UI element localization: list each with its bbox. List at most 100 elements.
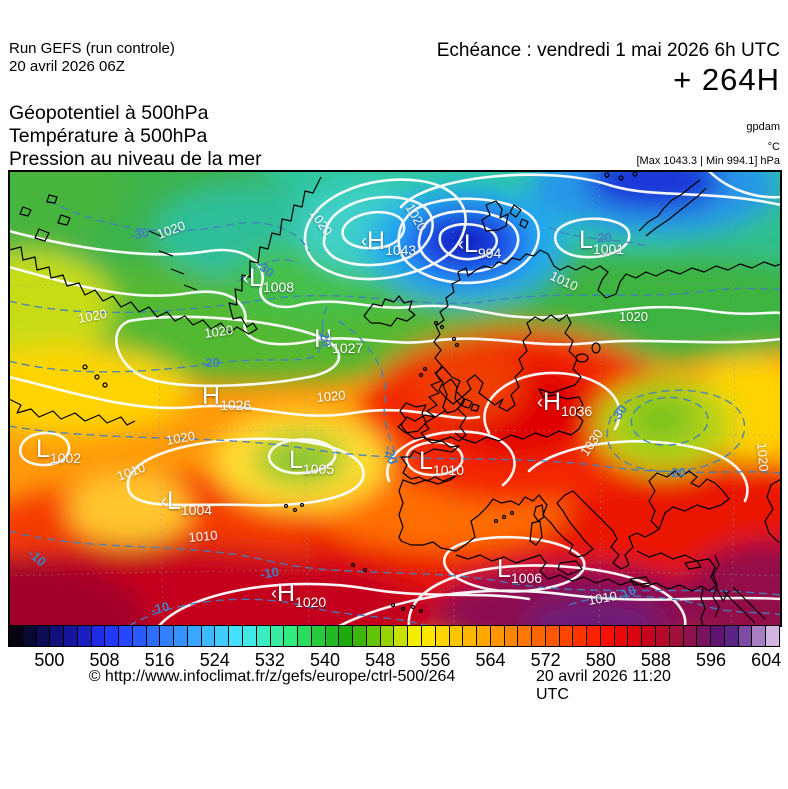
legend-cell bbox=[655, 626, 670, 646]
legend-cell bbox=[738, 626, 753, 646]
copyright-url: © http://www.infoclimat.fr/z/gefs/europe… bbox=[88, 668, 456, 685]
legend-cell bbox=[463, 626, 478, 646]
temperature-contours bbox=[9, 200, 781, 626]
legend-cell bbox=[325, 626, 340, 646]
legend-cell bbox=[532, 626, 546, 646]
legend-cell bbox=[50, 626, 65, 646]
legend-cell bbox=[408, 626, 422, 646]
legend-cell bbox=[600, 626, 615, 646]
legend-cell bbox=[477, 626, 491, 646]
unit-geopotential: gpdam bbox=[746, 121, 780, 133]
legend-cell bbox=[187, 626, 202, 646]
legend-tick-572: 572 bbox=[530, 650, 561, 670]
legend-cell bbox=[36, 626, 51, 646]
generation-timestamp: 20 avril 2026 11:20 UTC bbox=[536, 668, 671, 703]
legend-cell bbox=[394, 626, 409, 646]
temperature-label--20: -20 bbox=[381, 444, 400, 466]
contour-label-1020: 1020 bbox=[165, 428, 196, 448]
pressure-center-H1036: ‹H1036 bbox=[537, 388, 592, 419]
legend-cell bbox=[724, 626, 739, 646]
pressure-minmax: [Max 1043.3 | Min 994.1] hPa bbox=[636, 155, 781, 167]
geopotential-color-scale bbox=[8, 625, 780, 647]
pressure-center-H1026: H1026 bbox=[202, 382, 251, 413]
legend-tick-516: 516 bbox=[144, 650, 175, 670]
legend-cell bbox=[614, 626, 629, 646]
temperature-label--10: -10 bbox=[149, 599, 171, 618]
legend-cell bbox=[77, 626, 92, 646]
weather-map-canvas: ‹H1043 ‹L994 L1001 ‹L1008 H1027 H1026 L1002 L10… bbox=[9, 171, 781, 626]
legend-tick-564: 564 bbox=[475, 650, 506, 670]
slp-contours bbox=[9, 171, 781, 626]
pressure-center-L1004: ‹L1004 bbox=[161, 487, 212, 518]
pressure-center-L1001: L1001 bbox=[579, 226, 624, 257]
legend-cell bbox=[243, 626, 257, 646]
legend-cell bbox=[683, 626, 698, 646]
pressure-center-L1005: L1005 bbox=[289, 446, 334, 477]
legend-tick-580: 580 bbox=[585, 650, 616, 670]
legend-cell bbox=[545, 626, 560, 646]
pressure-center-H1020: ‹H1020 bbox=[271, 579, 326, 610]
legend-cell bbox=[490, 626, 505, 646]
legend-cell bbox=[119, 626, 133, 646]
pressure-center-L1006: L1006 bbox=[497, 555, 542, 586]
contour-label-1020: 1020 bbox=[619, 309, 648, 324]
legend-tick-524: 524 bbox=[199, 650, 230, 670]
weather-map: ‹H1043 ‹L994 L1001 ‹L1008 H1027 H1026 L1002 L10… bbox=[8, 170, 782, 627]
run-info-line2: 20 avril 2026 06Z bbox=[9, 58, 125, 75]
legend-cell bbox=[711, 626, 725, 646]
legend-cell bbox=[105, 626, 120, 646]
pressure-center-L1002: L1002 bbox=[36, 435, 81, 466]
legend-cell bbox=[380, 626, 395, 646]
unit-temperature: °C bbox=[767, 141, 780, 153]
legend-cell bbox=[366, 626, 381, 646]
forecast-validity: Echéance : vendredi 1 mai 2026 6h UTC bbox=[436, 40, 780, 61]
legend-tick-604: 604 bbox=[751, 650, 782, 670]
legend-cell bbox=[587, 626, 601, 646]
param-pressure: Pression au niveau de la mer bbox=[9, 148, 262, 170]
legend-cell bbox=[298, 626, 312, 646]
legend-cell bbox=[174, 626, 188, 646]
legend-cell bbox=[64, 626, 78, 646]
legend-tick-588: 588 bbox=[640, 650, 671, 670]
legend-cell bbox=[229, 626, 244, 646]
legend-tick-540: 540 bbox=[310, 650, 341, 670]
legend-tick-532: 532 bbox=[254, 650, 285, 670]
legend-cell bbox=[339, 626, 354, 646]
pressure-center-L1008: ‹L1008 bbox=[243, 264, 294, 295]
legend-cell bbox=[146, 626, 161, 646]
temperature-label--20: -20 bbox=[667, 465, 686, 480]
temperature-label--10: -10 bbox=[259, 564, 280, 582]
temperature-label--10: -10 bbox=[615, 582, 638, 604]
temperature-label--20: -20 bbox=[316, 327, 334, 348]
run-info-line1: Run GEFS (run controle) bbox=[9, 40, 175, 57]
contour-label-1010: 1010 bbox=[188, 528, 218, 545]
geopotential-field: ‹H1043 ‹L994 L1001 ‹L1008 H1027 H1026 L1002 L10… bbox=[9, 171, 781, 626]
legend-cell bbox=[256, 626, 271, 646]
legend-cell bbox=[518, 626, 533, 646]
legend-cell bbox=[766, 626, 779, 646]
temperature-label--20: -20 bbox=[593, 230, 612, 245]
pressure-center-H1043: ‹H1043 bbox=[361, 227, 416, 258]
legend-cell bbox=[435, 626, 450, 646]
legend-cell bbox=[697, 626, 712, 646]
contour-label-1020: 1020 bbox=[77, 306, 108, 326]
legend-cell bbox=[215, 626, 230, 646]
legend-cell bbox=[91, 626, 106, 646]
legend-tick-548: 548 bbox=[365, 650, 396, 670]
legend-tick-508: 508 bbox=[89, 650, 120, 670]
legend-cell bbox=[201, 626, 216, 646]
pressure-center-L1010: L1010 bbox=[419, 447, 464, 478]
legend-cell bbox=[421, 626, 436, 646]
legend-cell bbox=[9, 626, 23, 646]
legend-cell bbox=[132, 626, 147, 646]
contour-label-1010: 1010 bbox=[587, 588, 618, 608]
legend-cell bbox=[284, 626, 299, 646]
legend-cell bbox=[628, 626, 643, 646]
pressure-center-H1027: H1027 bbox=[314, 325, 363, 356]
legend-cell bbox=[559, 626, 574, 646]
coastlines bbox=[9, 171, 781, 626]
legend-cell bbox=[270, 626, 285, 646]
lead-time: + 264H bbox=[673, 62, 780, 97]
legend-tick-556: 556 bbox=[420, 650, 451, 670]
legend-cell bbox=[22, 626, 37, 646]
